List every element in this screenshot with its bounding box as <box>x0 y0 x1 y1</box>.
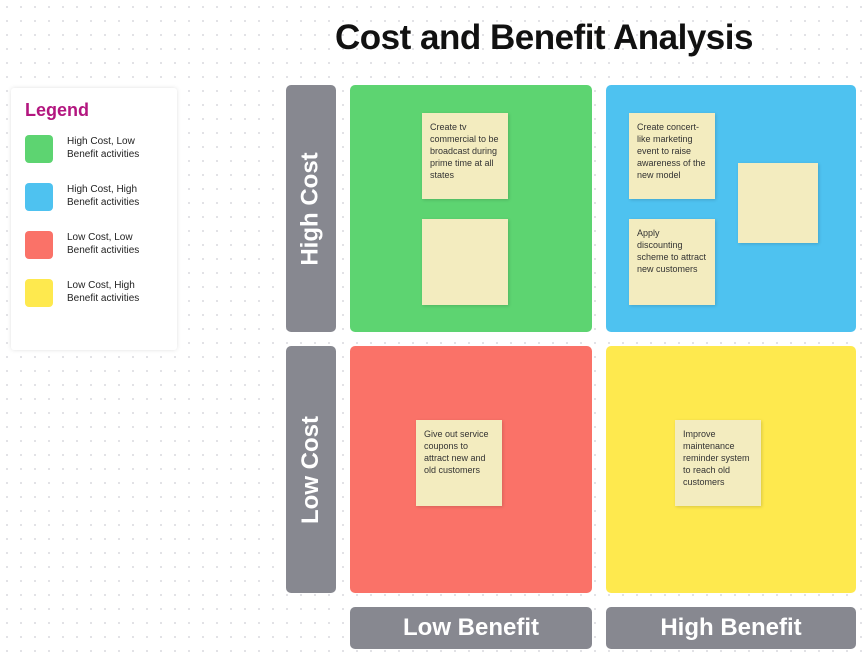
sticky-note[interactable]: Improve maintenance reminder system to r… <box>675 420 761 506</box>
legend-item: High Cost, High Benefit activities <box>25 183 163 211</box>
row-label-low-cost: Low Cost <box>286 346 336 593</box>
legend-item: Low Cost, Low Benefit activities <box>25 231 163 259</box>
legend-swatch <box>25 135 53 163</box>
col-label-low-benefit: Low Benefit <box>350 607 592 649</box>
sticky-note[interactable]: Give out service coupons to attract new … <box>416 420 502 506</box>
legend-panel: Legend High Cost, Low Benefit activities… <box>11 88 177 350</box>
col-label-high-benefit: High Benefit <box>606 607 856 649</box>
row-label-text: High Cost <box>297 152 325 265</box>
legend-swatch <box>25 279 53 307</box>
note-text: Apply discounting scheme to attract new … <box>637 228 706 274</box>
col-label-text: Low Benefit <box>403 614 539 642</box>
note-text: Improve maintenance reminder system to r… <box>683 429 750 487</box>
col-label-text: High Benefit <box>660 614 801 642</box>
legend-label: Low Cost, Low Benefit activities <box>67 231 162 257</box>
canvas: Cost and Benefit Analysis Legend High Co… <box>0 0 867 655</box>
legend-label: High Cost, Low Benefit activities <box>67 135 162 161</box>
legend-item: Low Cost, High Benefit activities <box>25 279 163 307</box>
legend-label: High Cost, High Benefit activities <box>67 183 162 209</box>
sticky-note[interactable]: Create concert-like marketing event to r… <box>629 113 715 199</box>
note-text: Give out service coupons to attract new … <box>424 429 489 475</box>
legend-heading: Legend <box>25 100 163 121</box>
page-title: Cost and Benefit Analysis <box>335 18 753 58</box>
legend-label: Low Cost, High Benefit activities <box>67 279 162 305</box>
legend-swatch <box>25 231 53 259</box>
legend-item: High Cost, Low Benefit activities <box>25 135 163 163</box>
sticky-note[interactable] <box>738 163 818 243</box>
sticky-note[interactable] <box>422 219 508 305</box>
note-text: Create concert-like marketing event to r… <box>637 122 706 180</box>
sticky-note[interactable]: Create tv commercial to be broadcast dur… <box>422 113 508 199</box>
sticky-note[interactable]: Apply discounting scheme to attract new … <box>629 219 715 305</box>
legend-swatch <box>25 183 53 211</box>
row-label-high-cost: High Cost <box>286 85 336 332</box>
row-label-text: Low Cost <box>297 416 325 524</box>
note-text: Create tv commercial to be broadcast dur… <box>430 122 499 180</box>
